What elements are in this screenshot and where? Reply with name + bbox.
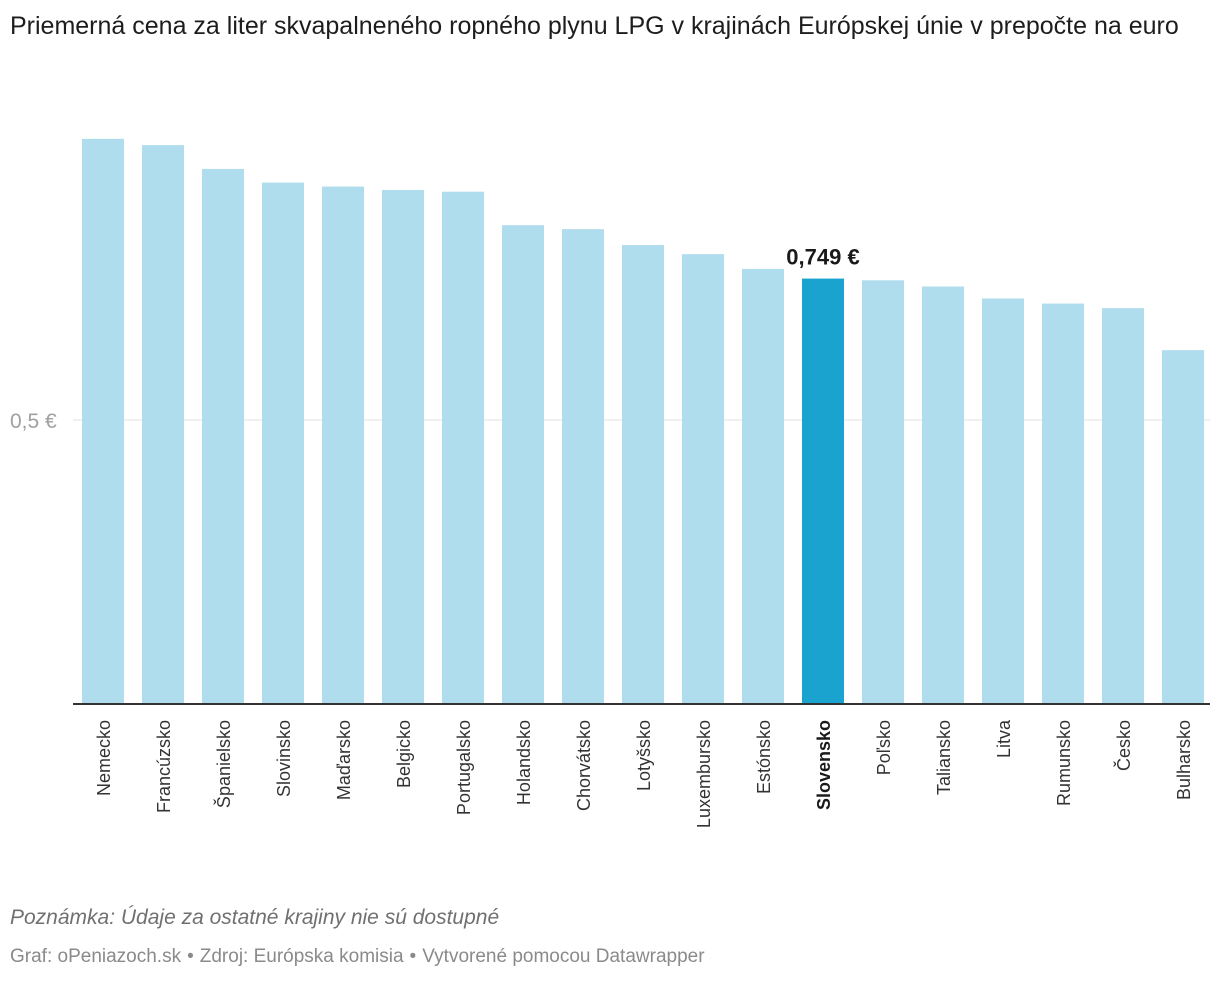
x-tick-label: Maďarsko bbox=[334, 720, 354, 800]
footer-source: Zdroj: Európska komisia bbox=[199, 946, 404, 967]
x-tick-label: Španielsko bbox=[213, 720, 234, 808]
bar bbox=[862, 280, 904, 704]
x-tick-label: Estónsko bbox=[754, 720, 774, 794]
x-tick-label: Slovinsko bbox=[274, 720, 294, 797]
bar bbox=[202, 168, 244, 705]
bar bbox=[322, 186, 364, 704]
bar bbox=[562, 229, 604, 705]
data-label: 0,749 € bbox=[786, 245, 859, 270]
bar bbox=[742, 268, 784, 704]
bar bbox=[982, 298, 1024, 704]
x-tick-label-highlighted: Slovensko bbox=[814, 720, 834, 810]
y-tick-label: 0,5 € bbox=[10, 410, 57, 433]
bar bbox=[922, 286, 964, 704]
bar bbox=[142, 145, 184, 704]
x-tick-label: Holandsko bbox=[514, 720, 534, 805]
chart-note: Poznámka: Údaje za ostatné krajiny nie s… bbox=[10, 906, 500, 929]
x-tick-label: Litva bbox=[994, 719, 1014, 758]
footer-separator: • bbox=[409, 946, 417, 967]
x-tick-label: Luxembursko bbox=[694, 720, 714, 828]
bar-chart: 0,5 € Nemecko Francúzsko Španielsko Slovinsk… bbox=[10, 138, 1210, 828]
x-tick-label: Bulharsko bbox=[1174, 720, 1194, 800]
bar bbox=[682, 254, 724, 705]
x-tick-label: Lotyšsko bbox=[634, 720, 654, 791]
bar bbox=[502, 225, 544, 704]
footer-graph-credit: Graf: oPeniazoch.sk bbox=[10, 946, 182, 967]
bar-highlighted bbox=[802, 278, 844, 704]
x-tick-label: Portugalsko bbox=[454, 720, 474, 815]
chart-title: Priemerná cena za liter skvapalneného ro… bbox=[10, 12, 1179, 40]
bar bbox=[1162, 350, 1204, 704]
bar bbox=[382, 189, 424, 704]
x-tick-label: Rumunsko bbox=[1054, 720, 1074, 806]
bar bbox=[262, 182, 304, 705]
x-tick-label: Nemecko bbox=[94, 720, 114, 796]
bar bbox=[1102, 308, 1144, 704]
bar bbox=[622, 245, 664, 704]
bar bbox=[82, 138, 124, 705]
x-tick-label: Chorvátsko bbox=[574, 720, 594, 811]
x-tick-label: Česko bbox=[1113, 720, 1134, 771]
x-tick-label: Taliansko bbox=[934, 720, 954, 795]
chart-footer: Graf: oPeniazoch.sk • Zdroj: Európska komi… bbox=[10, 946, 705, 968]
bar bbox=[1042, 303, 1084, 704]
x-tick-label: Poľsko bbox=[874, 720, 894, 775]
footer-separator: • bbox=[187, 946, 194, 967]
x-tick-label: Francúzsko bbox=[154, 720, 174, 813]
footer-tool-credit: Vytvorené pomocou Datawrapper bbox=[422, 946, 705, 967]
bar bbox=[442, 191, 484, 704]
x-tick-label: Belgicko bbox=[394, 720, 414, 788]
